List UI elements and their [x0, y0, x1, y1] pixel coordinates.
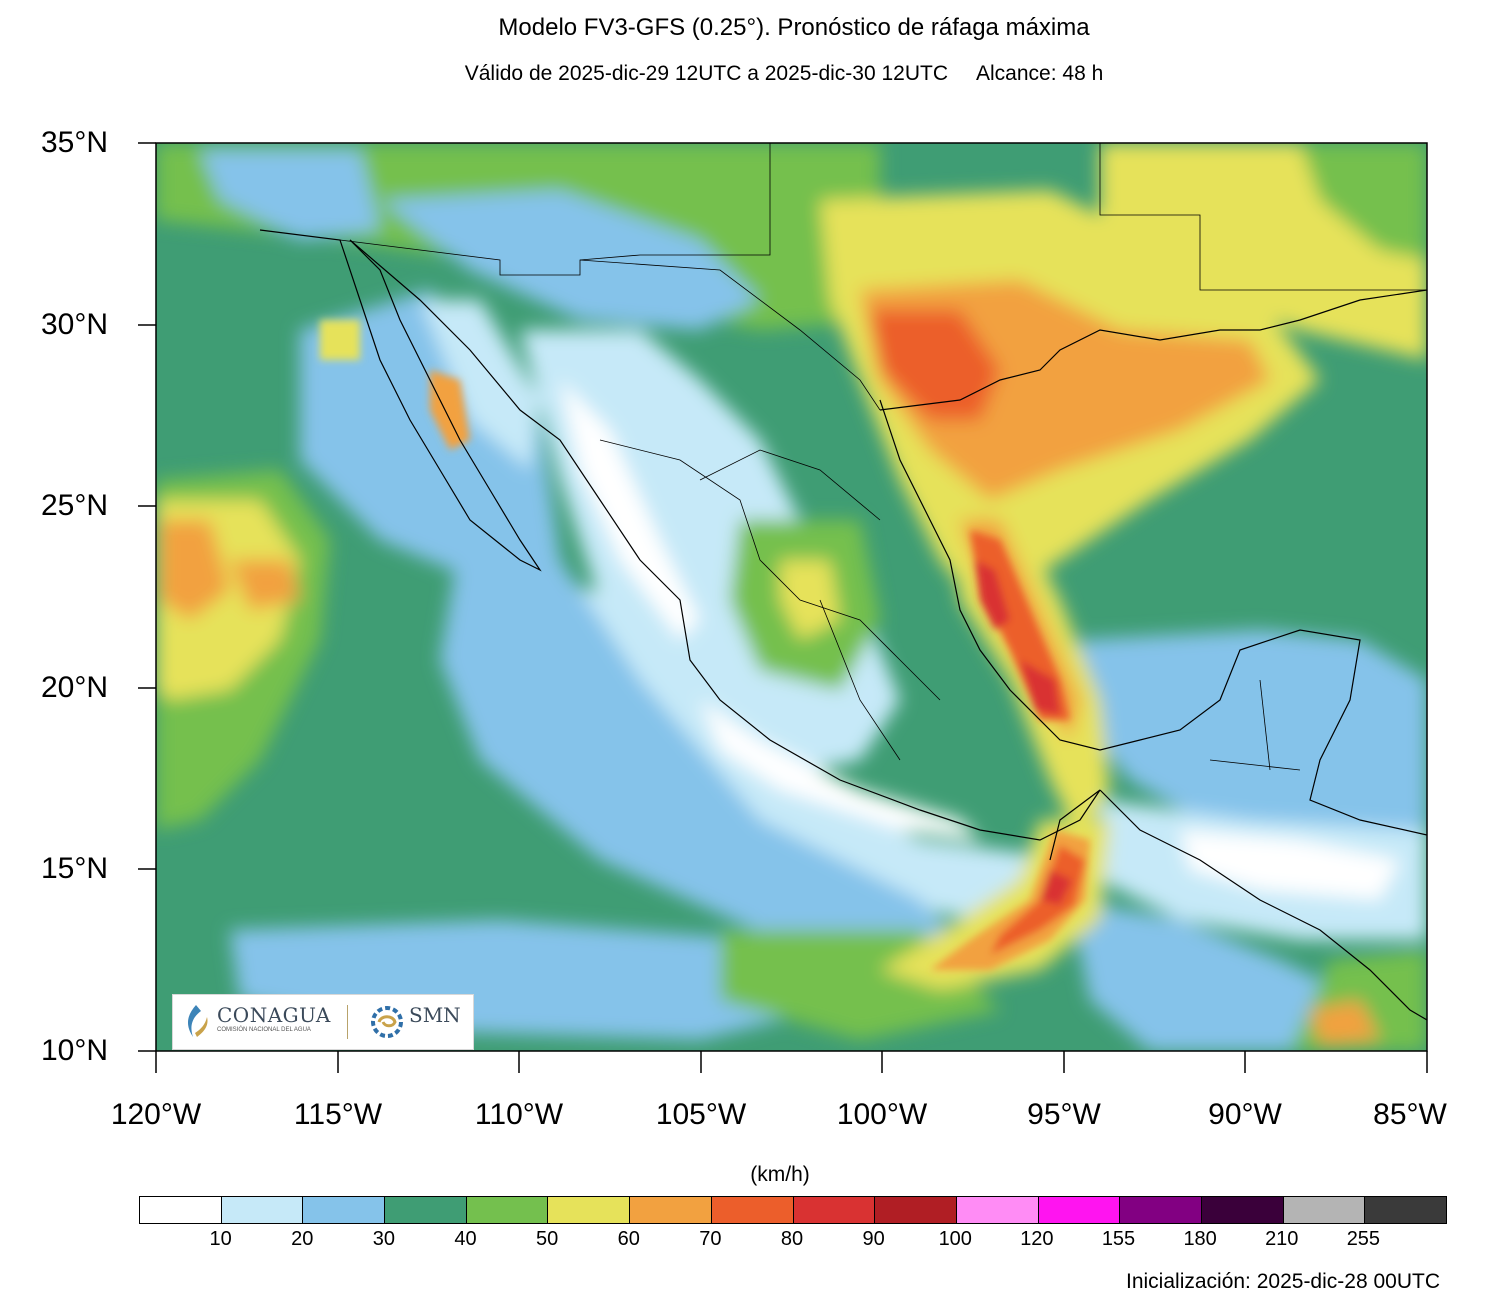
- colorbar-swatch: [630, 1197, 712, 1223]
- colorbar-swatch: [1365, 1197, 1446, 1223]
- colorbar-swatch: [466, 1197, 549, 1223]
- colorbar-tick-label: 120: [1020, 1228, 1054, 1250]
- lat-label-25: 25°N: [40, 489, 108, 522]
- colorbar-swatch: [140, 1197, 222, 1223]
- conagua-logo-icon: [187, 1005, 208, 1037]
- lat-label-20: 20°N: [40, 671, 108, 704]
- smn-logo-icon: [371, 1006, 403, 1038]
- colorbar-swatch: [956, 1197, 1039, 1223]
- colorbar-tick-label: 60: [617, 1228, 640, 1250]
- lat-label-35: 35°N: [40, 126, 108, 159]
- state-borders: [339, 143, 1427, 771]
- conagua-logo: CONAGUA: [217, 1003, 331, 1027]
- colorbar-swatch: [303, 1197, 386, 1223]
- lon-label-120: 120°W: [110, 1098, 202, 1131]
- colorbar-tick-label: 210: [1265, 1228, 1299, 1250]
- wind-field: [156, 143, 1427, 1051]
- colorbar-swatch: [875, 1197, 957, 1223]
- colorbar-swatch: [1038, 1197, 1121, 1223]
- lon-label-85: 85°W: [1373, 1098, 1447, 1131]
- lat-label-30: 30°N: [40, 308, 108, 341]
- lon-label-110: 110°W: [474, 1098, 564, 1131]
- colorbar-units: (km/h): [750, 1163, 810, 1186]
- lon-label-90: 90°W: [1208, 1098, 1282, 1131]
- colorbar-tick-label: 70: [699, 1228, 722, 1250]
- logo-divider: [347, 1005, 348, 1039]
- lon-ticks: [155, 1051, 1428, 1073]
- lat-label-10: 10°N: [40, 1034, 108, 1067]
- initialization-label: Inicialización: 2025-dic-28 00UTC: [1126, 1270, 1440, 1293]
- coastlines: [259, 229, 1427, 1021]
- map-frame: [155, 142, 1428, 1052]
- logo-panel: CONAGUA COMISIÓN NACIONAL DEL AGUA SMN: [172, 994, 474, 1050]
- colorbar-tick-label: 100: [938, 1228, 972, 1250]
- colorbar-swatch: [1283, 1197, 1366, 1223]
- smn-logo: SMN: [409, 1003, 461, 1027]
- map-title: Modelo FV3-GFS (0.25°). Pronóstico de rá…: [498, 14, 1090, 41]
- map-subtitle: Válido de 2025-dic-29 12UTC a 2025-dic-3…: [464, 62, 1104, 85]
- colorbar-tick-label: 90: [862, 1228, 885, 1250]
- colorbar-tick-label: 50: [536, 1228, 559, 1250]
- colorbar-tick-label: 80: [780, 1228, 804, 1250]
- colorbar-tick-label: 20: [291, 1228, 314, 1250]
- colorbar-swatch: [711, 1197, 794, 1223]
- colorbar-swatch: [221, 1197, 304, 1223]
- colorbar-swatch: [793, 1197, 876, 1223]
- colorbar-tick-label: 30: [372, 1228, 395, 1250]
- colorbar-tick-label: 255: [1346, 1228, 1381, 1250]
- colorbar-tick-label: 155: [1101, 1228, 1136, 1250]
- lat-label-15: 15°N: [40, 852, 108, 885]
- colorbar-tick-label: 10: [209, 1228, 232, 1250]
- lon-label-105: 105°W: [655, 1098, 747, 1131]
- colorbar-swatch: [385, 1197, 467, 1223]
- lon-label-95: 95°W: [1027, 1098, 1101, 1131]
- colorbar: [139, 1196, 1447, 1224]
- colorbar-tick-label: 40: [454, 1228, 477, 1250]
- conagua-logo-subtitle: COMISIÓN NACIONAL DEL AGUA: [217, 1027, 311, 1033]
- lon-label-115: 115°W: [293, 1098, 383, 1131]
- colorbar-tick-label: 180: [1183, 1228, 1217, 1250]
- colorbar-swatch: [1120, 1197, 1202, 1223]
- lat-ticks: [138, 142, 156, 1052]
- lon-label-100: 100°W: [836, 1098, 928, 1131]
- colorbar-swatch: [1201, 1197, 1284, 1223]
- colorbar-swatch: [548, 1197, 631, 1223]
